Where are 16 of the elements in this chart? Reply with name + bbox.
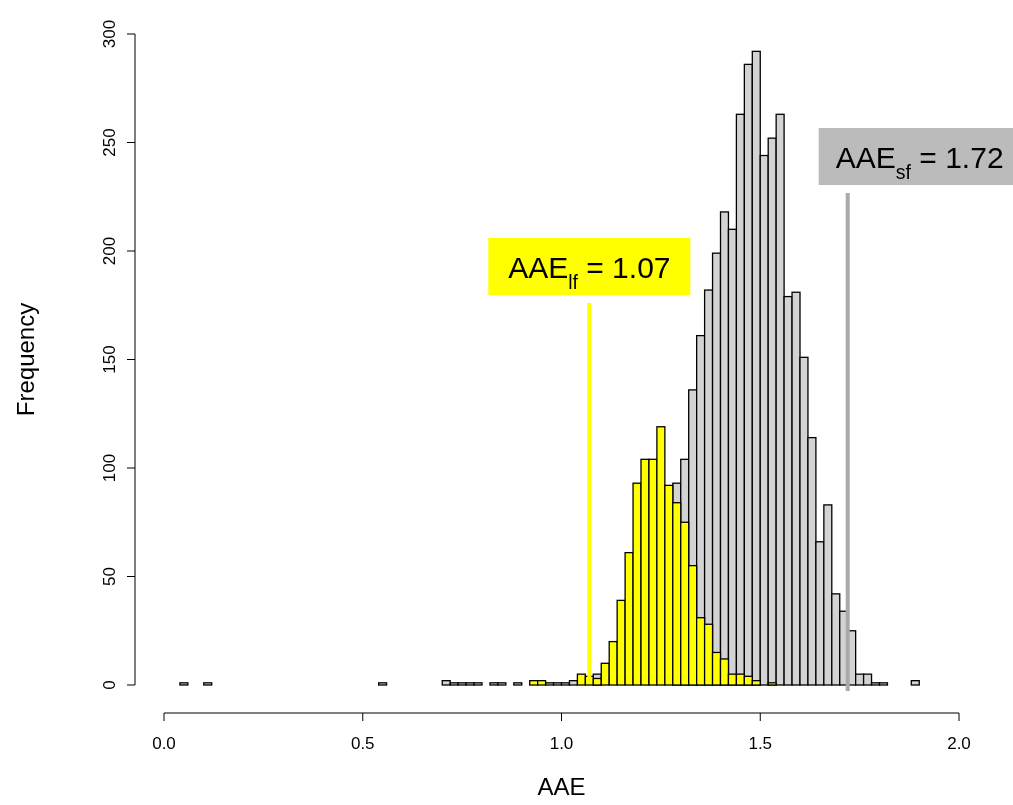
x-tick-label: 1.0 xyxy=(549,734,574,753)
y-axis-title: Frequency xyxy=(12,302,39,417)
y-tick-label: 100 xyxy=(100,453,119,483)
y-tick-label: 200 xyxy=(100,236,119,266)
x-tick-label: 0.0 xyxy=(152,734,176,753)
x-tick-label: 1.5 xyxy=(748,734,773,753)
y-tick-label: 300 xyxy=(100,19,119,49)
ref-line-label: AAE$_{sf}$ = 1.72 xyxy=(835,140,1004,183)
y-tick-label: 50 xyxy=(100,567,119,586)
x-tick-label: 2.0 xyxy=(947,734,971,753)
y-tick-label: 0 xyxy=(100,680,119,690)
ref-line-label: AAE$_{lf}$ = 1.07 xyxy=(508,250,671,293)
x-axis-title: AAE xyxy=(537,773,586,800)
x-tick-label: 0.5 xyxy=(350,734,375,753)
y-tick-label: 150 xyxy=(100,345,119,374)
y-tick-label: 250 xyxy=(100,128,119,157)
